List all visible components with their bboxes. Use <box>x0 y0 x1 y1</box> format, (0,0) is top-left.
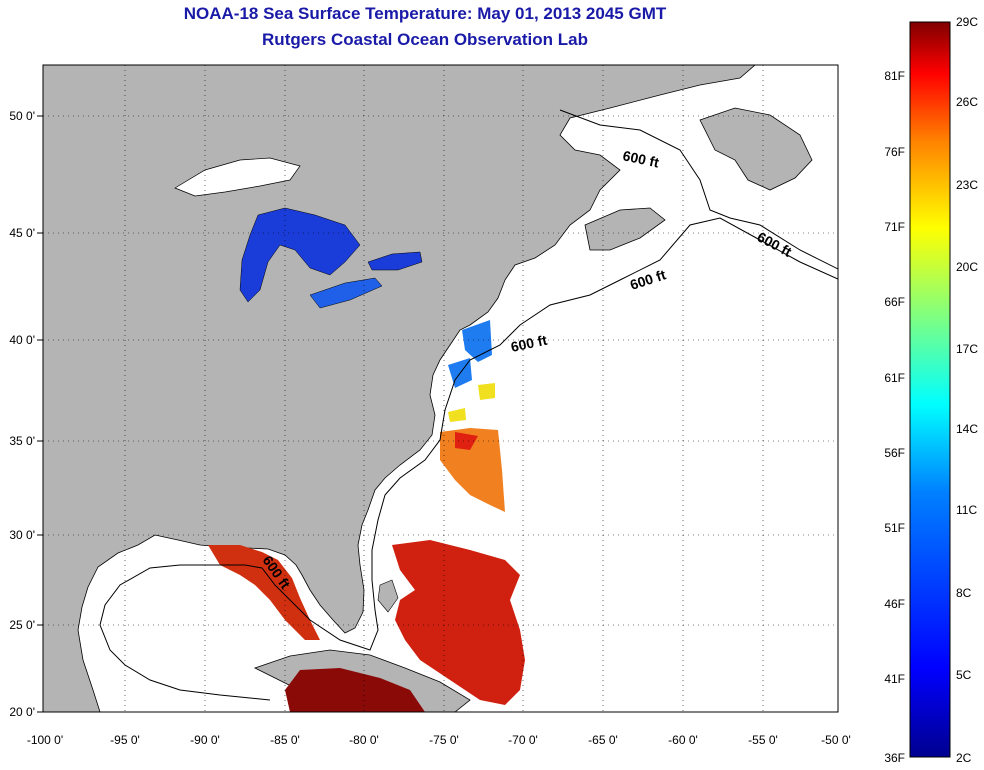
colorbar-c-label: 17C <box>956 342 978 356</box>
lon-tick-label: -75 0' <box>429 733 459 747</box>
lat-tick-label: 20 0' <box>9 705 35 719</box>
colorbar-c-label: 11C <box>956 503 977 517</box>
lat-tick-label: 45 0' <box>9 226 35 240</box>
lon-tick-label: -60 0' <box>668 733 698 747</box>
lat-tick-label: 50 0' <box>9 109 35 123</box>
map-frame <box>42 64 839 713</box>
lon-tick-label: -50 0' <box>821 733 851 747</box>
colorbar: 81F 76F 71F 66F 61F 56F 51F 46F 41F 36F … <box>884 15 978 765</box>
colorbar-f-label: 41F <box>884 672 905 686</box>
lon-tick-label: -85 0' <box>270 733 300 747</box>
lon-tick-label: -65 0' <box>588 733 618 747</box>
sst-sargasso-red <box>392 540 525 705</box>
colorbar-c-label: 5C <box>956 668 972 682</box>
lake-ontario-sst <box>367 251 423 271</box>
lat-tick-label: 40 0' <box>9 333 35 347</box>
lat-tick-label: 35 0' <box>9 434 35 448</box>
lat-axis: 50 0' 45 0' 40 0' 35 0' 30 0' 25 0' 20 0… <box>9 109 43 719</box>
lon-tick-label: -70 0' <box>508 733 538 747</box>
colorbar-c-label: 20C <box>956 260 978 274</box>
sst-yellow-patch <box>448 383 495 422</box>
contour-label: 600 ft <box>621 147 660 170</box>
colorbar-f-label: 81F <box>884 69 905 83</box>
colorbar-f-label: 36F <box>884 751 905 765</box>
lon-tick-label: -90 0' <box>190 733 220 747</box>
map-subtitle: Rutgers Coastal Ocean Observation Lab <box>262 30 588 49</box>
colorbar-f-label: 56F <box>884 446 905 460</box>
colorbar-c-label: 29C <box>956 15 978 29</box>
lat-tick-label: 25 0' <box>9 618 35 632</box>
colorbar-f-label: 51F <box>884 521 905 535</box>
lon-tick-label: -100 0' <box>27 733 63 747</box>
colorbar-f-label: 76F <box>884 145 905 159</box>
isobath-600ft <box>99 217 838 701</box>
colorbar-c-label: 23C <box>956 178 978 192</box>
land-north-america <box>43 65 756 712</box>
sst-gulfstream-orange <box>440 428 505 512</box>
map-area <box>43 65 838 712</box>
colorbar-f-label: 61F <box>884 371 905 385</box>
colorbar-c-label: 14C <box>956 422 978 436</box>
lon-axis: -100 0' -95 0' -90 0' -85 0' -80 0' -75 … <box>27 733 851 747</box>
colorbar-f-label: 46F <box>884 597 905 611</box>
sst-gulf-red <box>208 545 320 640</box>
lon-tick-label: -80 0' <box>349 733 379 747</box>
lon-tick-label: -55 0' <box>748 733 778 747</box>
sst-midatlantic-blue <box>448 320 492 388</box>
colorbar-gradient <box>909 21 951 758</box>
lake-superior <box>174 157 301 197</box>
colorbar-f-label: 66F <box>884 295 905 309</box>
colorbar-c-label: 26C <box>956 95 978 109</box>
land-newfoundland <box>699 107 813 191</box>
colorbar-c-label: 2C <box>956 751 972 765</box>
map-title: NOAA-18 Sea Surface Temperature: May 01,… <box>183 4 667 23</box>
lat-tick-label: 30 0' <box>9 528 35 542</box>
colorbar-c-label: 8C <box>956 586 972 600</box>
contour-label: 600 ft <box>509 332 548 355</box>
land-nova-scotia <box>584 207 666 251</box>
lake-michigan-huron-sst <box>239 207 361 303</box>
colorbar-f-label: 71F <box>884 220 905 234</box>
lon-tick-label: -95 0' <box>110 733 140 747</box>
isobath-600ft-north <box>559 109 838 270</box>
sst-red-east <box>455 432 478 450</box>
sst-caribbean-darkred <box>285 668 425 712</box>
